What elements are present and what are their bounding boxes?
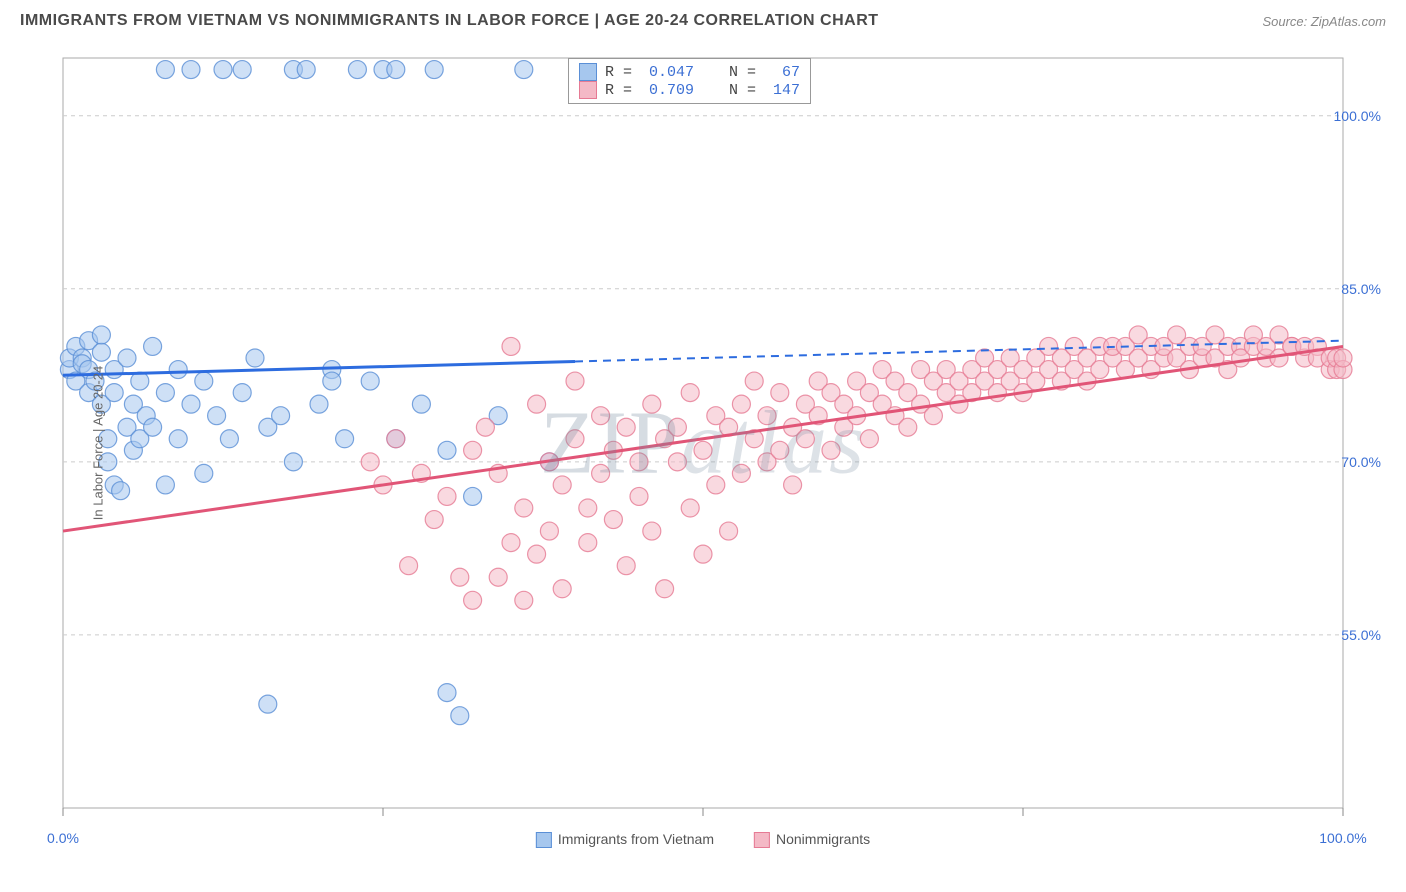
chart-container: In Labor Force | Age 20-24 ZIPatlas R = … <box>13 38 1393 848</box>
y-axis-label: In Labor Force | Age 20-24 <box>91 366 106 520</box>
y-tick-label: 70.0% <box>1341 454 1381 470</box>
legend-bottom: Immigrants from Vietnam Nonimmigrants <box>536 831 870 848</box>
y-tick-label: 100.0% <box>1334 108 1381 124</box>
stats-row-nonimm: R = 0.709 N = 147 <box>579 81 800 99</box>
scatter-plot-svg <box>13 38 1393 848</box>
y-tick-label: 55.0% <box>1341 627 1381 643</box>
source-label: Source: ZipAtlas.com <box>1262 14 1386 29</box>
correlation-stats-box: R = 0.047 N = 67R = 0.709 N = 147 <box>568 58 811 104</box>
x-tick-label: 100.0% <box>1319 830 1366 846</box>
x-tick-label: 0.0% <box>47 830 79 846</box>
chart-title: IMMIGRANTS FROM VIETNAM VS NONIMMIGRANTS… <box>20 12 879 30</box>
chart-header: IMMIGRANTS FROM VIETNAM VS NONIMMIGRANTS… <box>0 0 1406 38</box>
legend-item: Nonimmigrants <box>754 831 870 848</box>
stats-row-vietnam: R = 0.047 N = 67 <box>579 63 800 81</box>
legend-item: Immigrants from Vietnam <box>536 831 714 848</box>
y-tick-label: 85.0% <box>1341 281 1381 297</box>
